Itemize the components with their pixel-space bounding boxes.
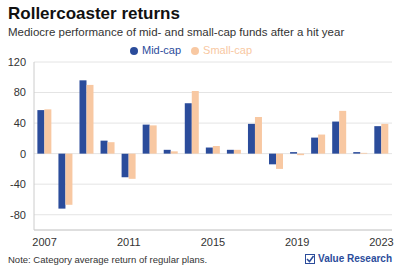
html-text:Small-cap: Small-cap bbox=[203, 44, 252, 56]
html-text:Rollercoaster returns: Rollercoaster returns bbox=[8, 4, 180, 23]
svg-text:120: 120 bbox=[8, 56, 26, 68]
svg-text:80: 80 bbox=[14, 86, 26, 98]
svg-text:2023: 2023 bbox=[369, 236, 392, 248]
svg-text:2011: 2011 bbox=[117, 236, 141, 248]
html-text:Mediocre performance of mid- a: Mediocre performance of mid- and small-c… bbox=[8, 26, 345, 38]
svg-text:2007: 2007 bbox=[32, 236, 56, 248]
html-text:Value Research: Value Research bbox=[318, 253, 392, 264]
svg-text:0: 0 bbox=[20, 148, 26, 160]
svg-text:-40: -40 bbox=[10, 178, 26, 190]
svg-text:-80: -80 bbox=[10, 209, 26, 221]
html-text:Mid-cap: Mid-cap bbox=[142, 44, 182, 56]
svg-text:2015: 2015 bbox=[201, 236, 225, 248]
html-text:Note: Category average return: Note: Category average return of regular… bbox=[8, 254, 208, 265]
svg-text:2019: 2019 bbox=[285, 236, 309, 248]
svg-text:40: 40 bbox=[14, 117, 26, 129]
